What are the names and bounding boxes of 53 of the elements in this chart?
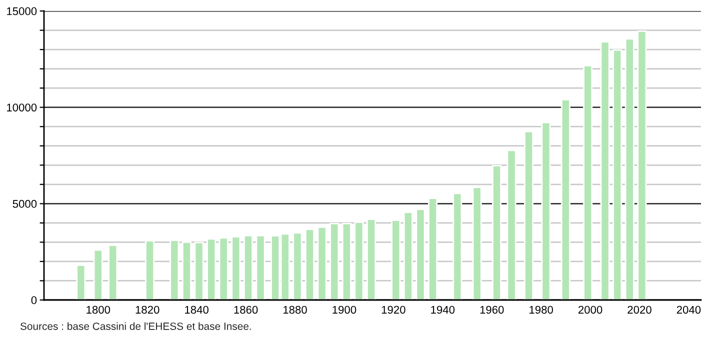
bar xyxy=(391,220,401,300)
bar xyxy=(243,234,253,300)
bar xyxy=(452,192,462,300)
x-tick-label: 1960 xyxy=(480,306,504,314)
bar xyxy=(416,208,426,300)
bar xyxy=(93,249,103,300)
bar xyxy=(305,228,315,300)
x-tick-label: 2040 xyxy=(676,306,701,314)
bar xyxy=(366,218,376,300)
bar xyxy=(472,186,482,300)
bar xyxy=(624,38,634,300)
bar xyxy=(492,165,502,300)
bar xyxy=(600,41,610,300)
bar xyxy=(637,30,647,300)
bar xyxy=(108,244,118,300)
y-tick-label: 5000 xyxy=(12,200,37,208)
bar xyxy=(145,240,155,300)
bar xyxy=(76,264,86,300)
x-tick-label: 1980 xyxy=(530,306,553,314)
bar xyxy=(256,234,266,300)
source-note: Sources : base Cassini de l'EHESS et base Insee. xyxy=(20,322,251,330)
bar xyxy=(218,237,228,300)
bar xyxy=(292,232,302,300)
y-tick-label: 0 xyxy=(31,296,37,304)
bar xyxy=(206,238,216,300)
bar xyxy=(506,150,516,300)
bar xyxy=(170,240,180,300)
x-tick-label: 1900 xyxy=(332,306,356,314)
bar xyxy=(541,122,551,300)
bar xyxy=(428,198,438,300)
x-tick-label: 1880 xyxy=(283,306,307,314)
bar xyxy=(524,130,534,300)
x-tick-label: 1820 xyxy=(136,306,160,314)
x-tick-label: 1840 xyxy=(185,306,208,314)
y-tick-label: 10000 xyxy=(7,104,37,112)
y-tick-label: 15000 xyxy=(7,7,37,16)
x-tick-label: 1920 xyxy=(382,306,406,314)
bar xyxy=(182,242,192,300)
bar xyxy=(560,98,570,300)
bar xyxy=(583,65,593,300)
bar xyxy=(194,242,204,300)
bar xyxy=(612,49,622,300)
bar xyxy=(317,226,327,300)
bar xyxy=(403,212,413,300)
x-tick-label: 2020 xyxy=(628,306,652,314)
bar xyxy=(330,222,340,300)
x-tick-label: 1860 xyxy=(234,306,258,314)
x-tick-label: 2000 xyxy=(578,306,602,314)
x-tick-label: 1800 xyxy=(86,306,110,314)
bar xyxy=(342,222,352,300)
bar xyxy=(231,236,241,300)
x-tick-label: 1940 xyxy=(431,306,455,314)
bar xyxy=(354,221,364,300)
